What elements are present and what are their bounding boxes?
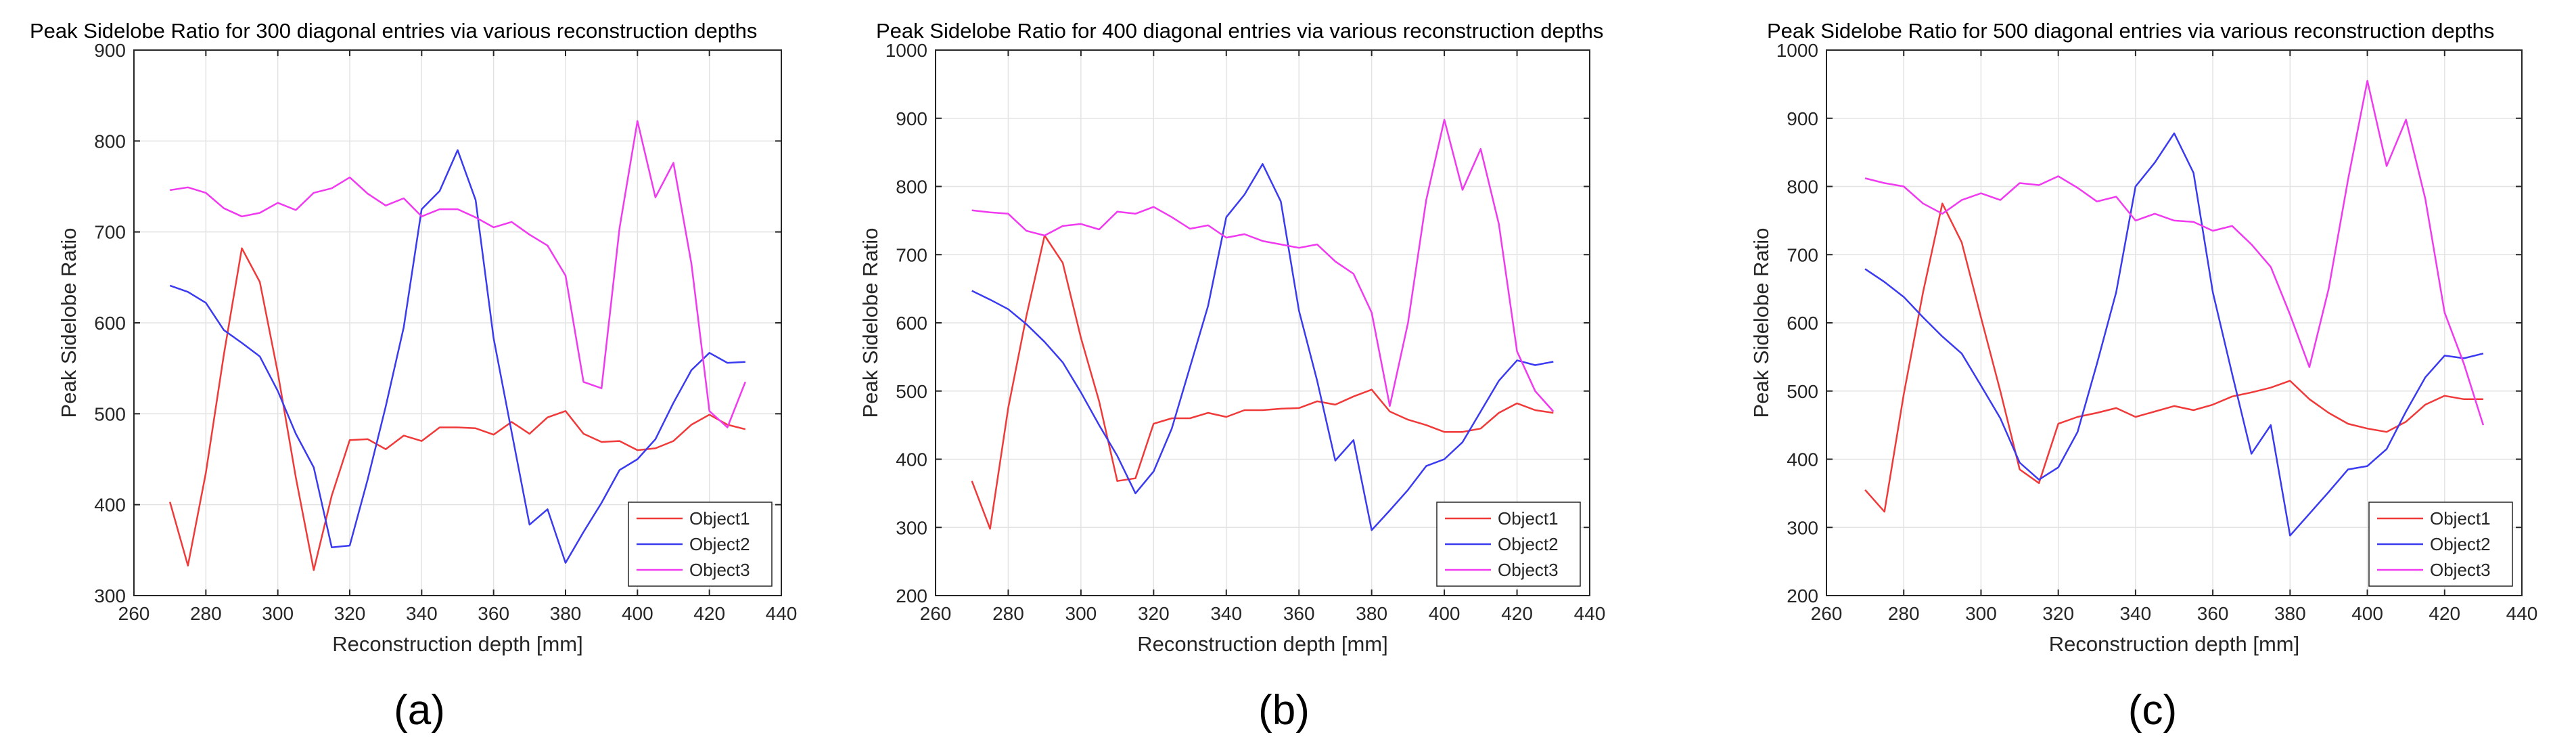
series-line-object2 xyxy=(169,149,745,564)
chart-panel-1: 260 280 300 320 340 360 380 400 420 440 200 300 400 5… xyxy=(858,19,1605,734)
y-tick-label: 800 xyxy=(1787,177,1818,198)
x-tick-label: 360 xyxy=(1283,603,1315,624)
x-tick-label: 280 xyxy=(1888,603,1920,624)
y-tick-label: 400 xyxy=(94,495,126,516)
x-axis-label: Reconstruction depth [mm] xyxy=(1137,632,1387,656)
y-tick-label: 1000 xyxy=(886,40,927,61)
y-tick-label: 500 xyxy=(94,403,126,424)
y-axis-label: Peak Sidelobe Ratio xyxy=(1749,228,1773,418)
y-tick-label: 900 xyxy=(896,108,927,129)
chart-panel-0: 260 280 300 320 340 360 380 400 420 440 300 400 500 6… xyxy=(30,19,797,734)
y-tick-label: 300 xyxy=(94,585,126,606)
y-tick-label: 400 xyxy=(896,449,927,470)
legend-label-object1: Object1 xyxy=(1498,508,1559,529)
y-tick-label: 500 xyxy=(1787,381,1818,402)
series-line-object3 xyxy=(170,120,746,428)
chart-panel-2: 260 280 300 320 340 360 380 400 420 440 200 300 400 5… xyxy=(1749,19,2537,734)
panels: 260 280 300 320 340 360 380 400 420 440 300 400 500 6… xyxy=(30,19,2537,734)
series-line-object1 xyxy=(971,234,1554,530)
x-tick-label: 380 xyxy=(1356,603,1387,624)
chart-title: Peak Sidelobe Ratio for 300 diagonal ent… xyxy=(30,19,757,43)
x-tick-label: 380 xyxy=(2274,603,2306,624)
x-tick-label: 260 xyxy=(118,603,150,624)
x-tick-label: 400 xyxy=(1429,603,1460,624)
legend-label-object1: Object1 xyxy=(2430,508,2491,529)
x-tick-label: 300 xyxy=(1965,603,1997,624)
y-tick-label: 800 xyxy=(94,131,126,152)
x-tick-label: 420 xyxy=(693,603,725,624)
series-line-object2 xyxy=(971,163,1554,531)
y-tick-label: 300 xyxy=(1787,517,1818,538)
y-tick-label: 600 xyxy=(896,313,927,334)
x-tick-label: 320 xyxy=(1138,603,1170,624)
x-tick-label: 420 xyxy=(2429,603,2460,624)
y-tick-label: 200 xyxy=(1787,585,1818,606)
panel-caption: (a) xyxy=(394,687,445,734)
x-tick-label: 340 xyxy=(2120,603,2152,624)
y-tick-label: 900 xyxy=(1787,108,1818,129)
x-tick-label: 320 xyxy=(334,603,366,624)
x-tick-label: 400 xyxy=(2351,603,2383,624)
x-tick-label: 260 xyxy=(920,603,952,624)
x-tick-label: 280 xyxy=(992,603,1024,624)
x-tick-label: 340 xyxy=(406,603,438,624)
x-axis-label: Reconstruction depth [mm] xyxy=(332,632,582,656)
legend: Object1 Object2 Object3 xyxy=(1436,502,1581,587)
y-tick-label: 600 xyxy=(1787,313,1818,334)
series-line-object2 xyxy=(1864,132,2484,537)
y-tick-label: 1000 xyxy=(1776,40,1818,61)
x-tick-label: 440 xyxy=(766,603,798,624)
legend-label-object2: Object2 xyxy=(689,534,750,554)
series-line-object3 xyxy=(1864,80,2485,426)
x-tick-label: 280 xyxy=(190,603,222,624)
y-tick-label: 800 xyxy=(896,177,927,198)
panel-caption: (c) xyxy=(2128,687,2177,734)
x-tick-label: 300 xyxy=(1065,603,1097,624)
x-tick-label: 400 xyxy=(622,603,653,624)
legend-label-object2: Object2 xyxy=(1498,534,1559,554)
y-tick-label: 700 xyxy=(94,222,126,243)
x-tick-label: 440 xyxy=(1574,603,1606,624)
x-tick-label: 300 xyxy=(262,603,294,624)
legend-label-object2: Object2 xyxy=(2430,534,2491,554)
legend-label-object3: Object3 xyxy=(689,560,750,580)
y-tick-label: 500 xyxy=(896,381,927,402)
x-tick-label: 420 xyxy=(1501,603,1533,624)
legend: Object1 Object2 Object3 xyxy=(2368,502,2513,587)
chart-title: Peak Sidelobe Ratio for 400 diagonal ent… xyxy=(876,19,1603,43)
chart-title: Peak Sidelobe Ratio for 500 diagonal ent… xyxy=(1767,19,2494,43)
series-line-object1 xyxy=(168,247,746,571)
series-line-object3 xyxy=(971,118,1555,412)
y-tick-label: 400 xyxy=(1787,449,1818,470)
legend-label-object1: Object1 xyxy=(689,508,750,529)
x-tick-label: 360 xyxy=(2197,603,2229,624)
legend-label-object3: Object3 xyxy=(2430,560,2491,580)
y-axis-label: Peak Sidelobe Ratio xyxy=(858,228,882,418)
x-tick-label: 260 xyxy=(1811,603,1843,624)
x-tick-label: 440 xyxy=(2506,603,2538,624)
x-tick-label: 340 xyxy=(1210,603,1242,624)
y-tick-label: 700 xyxy=(1787,244,1818,265)
x-tick-label: 360 xyxy=(478,603,509,624)
y-tick-label: 300 xyxy=(896,517,927,538)
legend: Object1 Object2 Object3 xyxy=(628,502,773,587)
x-tick-label: 320 xyxy=(2042,603,2074,624)
series-line-object1 xyxy=(1864,202,2483,513)
legend-label-object3: Object3 xyxy=(1498,560,1559,580)
y-tick-label: 600 xyxy=(94,313,126,334)
panel-caption: (b) xyxy=(1258,687,1310,734)
y-axis-label: Peak Sidelobe Ratio xyxy=(57,228,80,418)
x-tick-label: 380 xyxy=(550,603,582,624)
y-tick-label: 700 xyxy=(896,244,927,265)
y-tick-label: 200 xyxy=(896,585,927,606)
x-axis-label: Reconstruction depth [mm] xyxy=(2049,632,2299,656)
y-tick-label: 900 xyxy=(94,40,126,61)
